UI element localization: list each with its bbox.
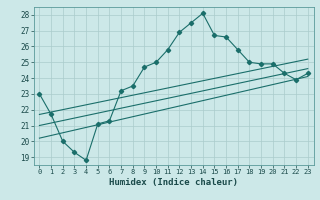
X-axis label: Humidex (Indice chaleur): Humidex (Indice chaleur) (109, 178, 238, 187)
